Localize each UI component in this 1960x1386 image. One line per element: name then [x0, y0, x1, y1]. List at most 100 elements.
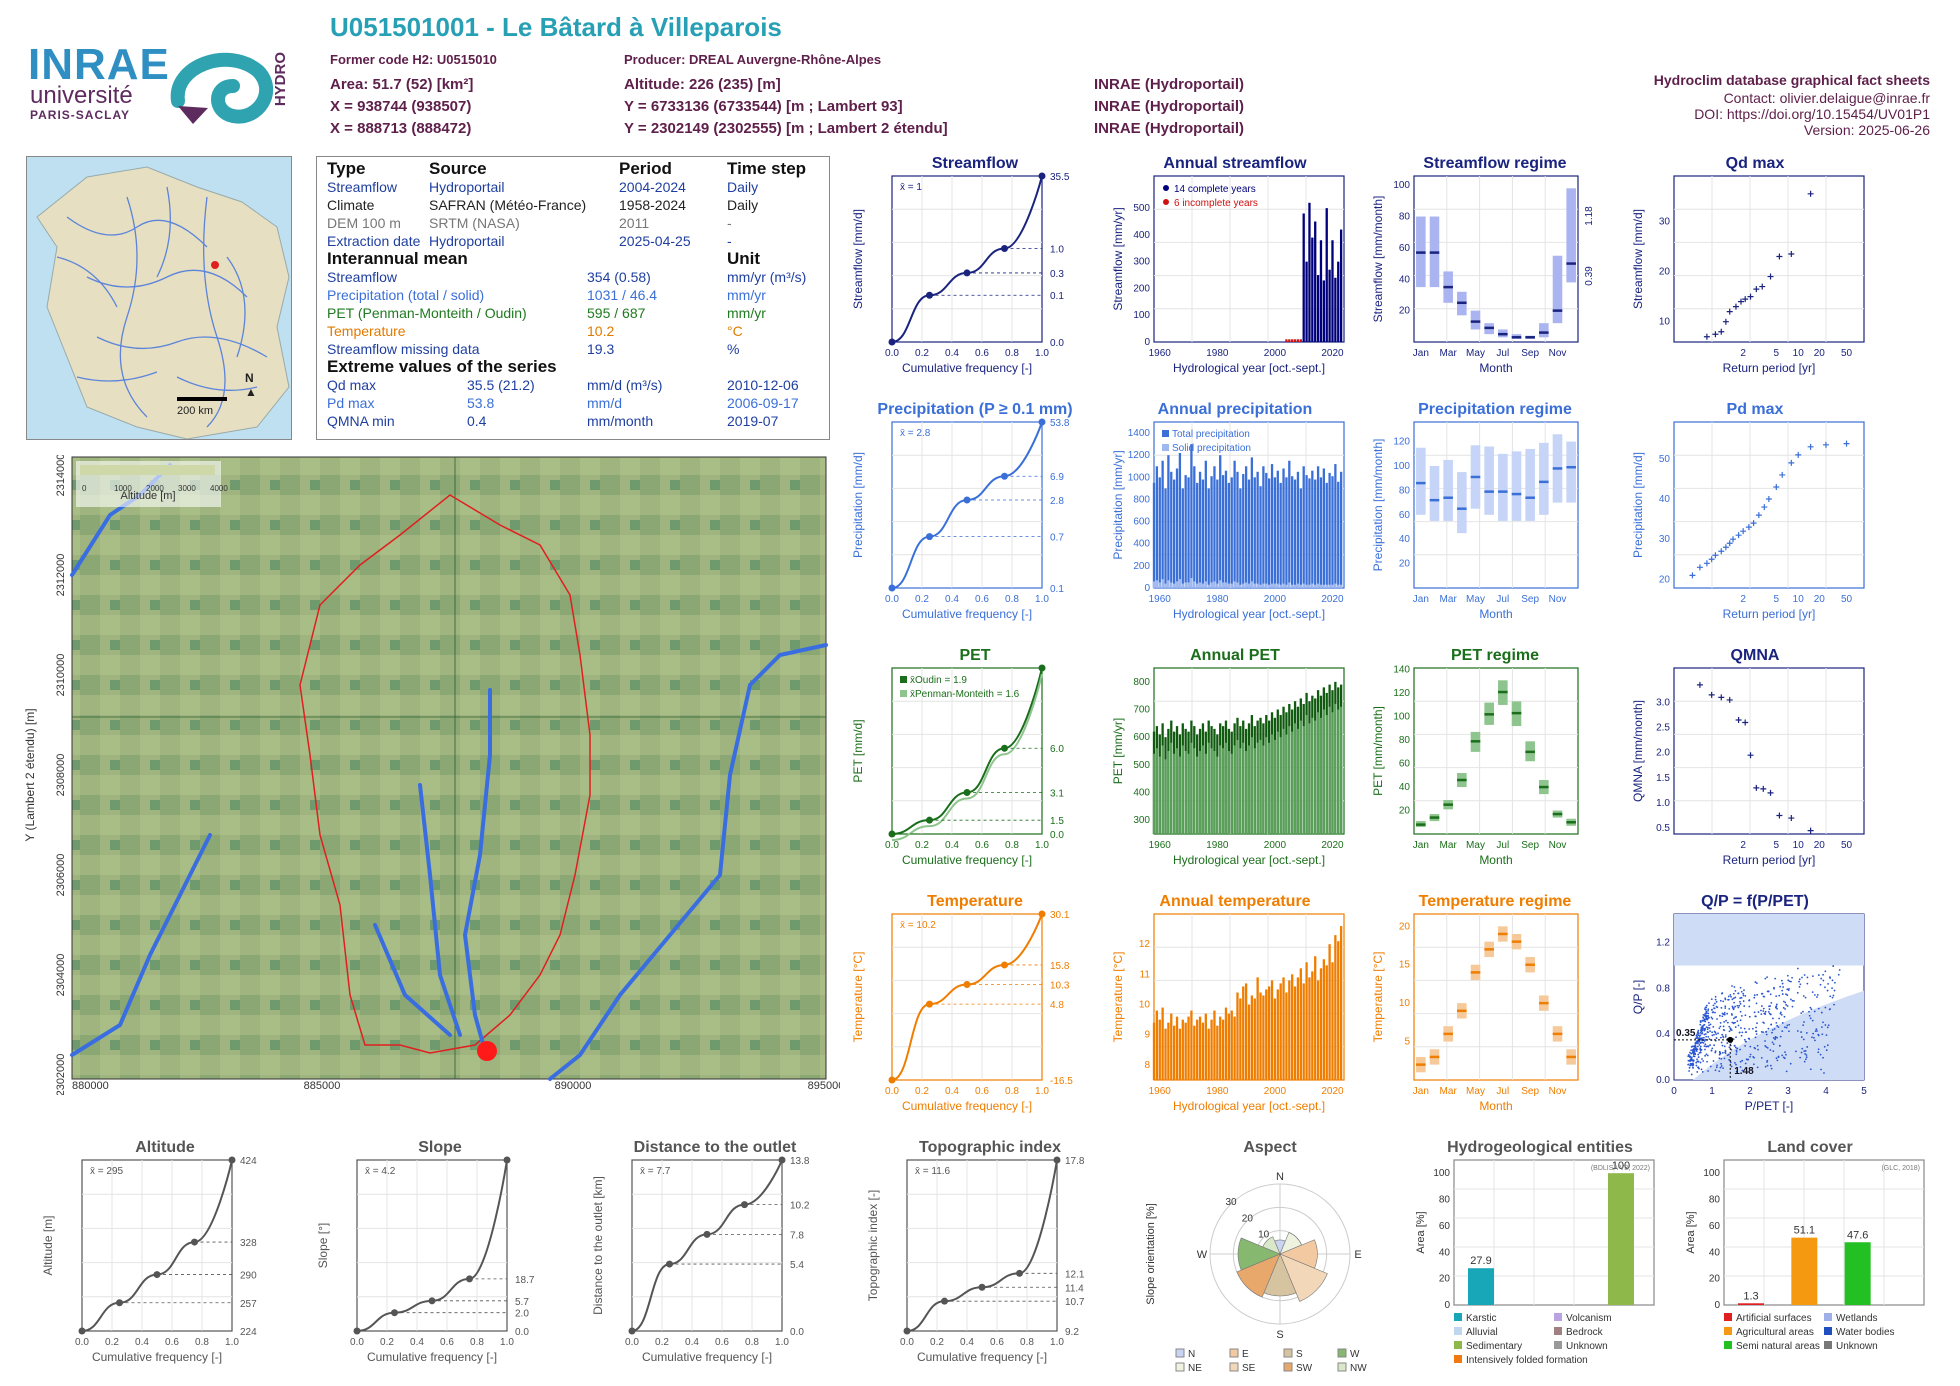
- qp-point: [1707, 1045, 1710, 1048]
- quantile-point: [1038, 664, 1046, 672]
- qp-point: [1725, 1019, 1727, 1022]
- qp-point: [1734, 996, 1737, 999]
- bar-total: [1221, 475, 1225, 588]
- bar-penman: [1196, 756, 1199, 834]
- x-tick: 0.6: [975, 594, 989, 605]
- qp-point: [1809, 1068, 1812, 1071]
- x-tick: May: [1466, 594, 1485, 605]
- legend-label: Unknown: [1566, 1341, 1608, 1352]
- qp-point: [1805, 1032, 1808, 1034]
- qp-point: [1803, 1050, 1806, 1052]
- chart-title: Streamflow: [932, 155, 1019, 172]
- bar-solid: [1305, 584, 1308, 588]
- header-type: Type: [327, 159, 366, 178]
- x-label: Return period [yr]: [1723, 607, 1816, 621]
- bar-annual: [1187, 1016, 1190, 1080]
- chart-title: Hydrogeological entities: [1447, 1139, 1633, 1156]
- bar-solid: [1233, 581, 1236, 588]
- qp-point: [1714, 1051, 1717, 1054]
- x-label: Cumulative frequency [-]: [902, 361, 1032, 375]
- y-tick: 500: [1133, 760, 1150, 771]
- info-table: Type Source Period Time step Streamflow Hydro…: [316, 156, 830, 440]
- bar-penman: [1167, 751, 1170, 834]
- qp-point: [1838, 969, 1841, 971]
- x-tick: Sep: [1521, 348, 1539, 359]
- bar-solid: [1227, 583, 1230, 588]
- legend-label: Agricultural areas: [1736, 1327, 1814, 1338]
- bar-solid: [1288, 582, 1291, 588]
- bar-annual: [1296, 977, 1300, 1080]
- chart-title: Distance to the outlet: [634, 1139, 797, 1156]
- paris-saclay-logo: PARIS-SACLAY: [30, 108, 131, 122]
- bar-penman: [1173, 753, 1176, 834]
- y-tick: 140: [1393, 665, 1410, 676]
- qp-point: [1754, 981, 1757, 983]
- plot-frame: [906, 1159, 1058, 1332]
- x-tick: 1960: [1149, 840, 1172, 851]
- qp-point: [1764, 1010, 1767, 1013]
- qp-point: [1704, 1038, 1707, 1041]
- x-tick: 1980: [1206, 348, 1229, 359]
- right-tick: 15.8: [1050, 961, 1070, 972]
- mean-value: 10.2: [587, 323, 615, 339]
- qp-point: [1738, 1004, 1741, 1007]
- x-tick: 1960: [1149, 594, 1172, 605]
- x-tick: 0.4: [410, 1337, 424, 1348]
- qp-point: [1823, 1045, 1826, 1048]
- y-tick: 300: [1133, 257, 1150, 268]
- x-tick: 2020: [1321, 348, 1344, 359]
- bar-penman: [1319, 717, 1323, 834]
- bar-total: [1247, 479, 1251, 588]
- qp-point: [1735, 1063, 1737, 1066]
- x-tick: Mar: [1440, 1086, 1458, 1097]
- qp-point: [1687, 1053, 1690, 1056]
- qp-point: [1692, 1055, 1695, 1058]
- extreme-unit: mm/month: [587, 413, 654, 429]
- chart-streamflow: Streamflow 0.0 0.1 0.3 1.0 35.5 0.0 0.2 0.4 0.6 0.…: [851, 155, 1070, 375]
- qp-point: [1828, 1008, 1831, 1011]
- bar-total: [1325, 482, 1328, 588]
- y-label: PET [mm/yr]: [1111, 718, 1125, 784]
- qp-point: [1764, 1013, 1767, 1016]
- plot-frame: [891, 175, 1043, 343]
- legend-label: Solid precipitation: [1172, 443, 1251, 454]
- qp-point: [1728, 1008, 1731, 1010]
- x-label: Cumulative frequency [-]: [917, 1350, 1047, 1364]
- y-tick: 80: [1399, 735, 1411, 746]
- chart-title: Q/P = f(P/PET): [1701, 893, 1809, 910]
- x-label: Month: [1479, 853, 1512, 867]
- qp-point: [1707, 1008, 1710, 1011]
- bar-annual: [1219, 1016, 1222, 1080]
- bar-solid: [1247, 583, 1251, 588]
- qp-point: [1697, 1053, 1700, 1056]
- y-tick: 600: [1133, 732, 1150, 743]
- return-point: [1753, 286, 1760, 293]
- y-tick: 0: [1444, 1300, 1450, 1311]
- plot-frame: [1673, 667, 1865, 835]
- bar-penman: [1334, 703, 1337, 834]
- y-tick: 10: [1659, 317, 1671, 328]
- qp-point: [1766, 1064, 1769, 1067]
- qp-point: [1776, 1024, 1779, 1027]
- legend-swatch: [1175, 1362, 1185, 1372]
- source-2: INRAE (Hydroportail): [1094, 98, 1244, 115]
- qp-point: [1719, 1014, 1721, 1017]
- qp-point: [1713, 1033, 1715, 1036]
- x-tick: 1980: [1206, 1086, 1229, 1097]
- bar-total: [1242, 474, 1245, 588]
- x-tick: 0.8: [1020, 1337, 1034, 1348]
- x-tick: 0.6: [165, 1337, 179, 1348]
- y-tick: 200: [1133, 561, 1150, 572]
- qp-point: [1815, 1028, 1818, 1031]
- mean-label: Streamflow missing data: [327, 341, 480, 357]
- qp-point: [1739, 1002, 1742, 1005]
- x-lambert2e: X = 888713 (888472): [330, 120, 472, 137]
- qp-point: [1720, 1006, 1723, 1009]
- qp-point: [1730, 1012, 1733, 1015]
- altitude: Altitude: 226 (235) [m]: [624, 76, 781, 93]
- qp-point: [1811, 1036, 1813, 1039]
- qp-point: [1707, 1035, 1710, 1038]
- qp-point: [1741, 1059, 1744, 1062]
- doi-link[interactable]: DOI: https://doi.org/10.15454/UV01P1: [1694, 106, 1930, 122]
- qp-point: [1704, 1048, 1706, 1051]
